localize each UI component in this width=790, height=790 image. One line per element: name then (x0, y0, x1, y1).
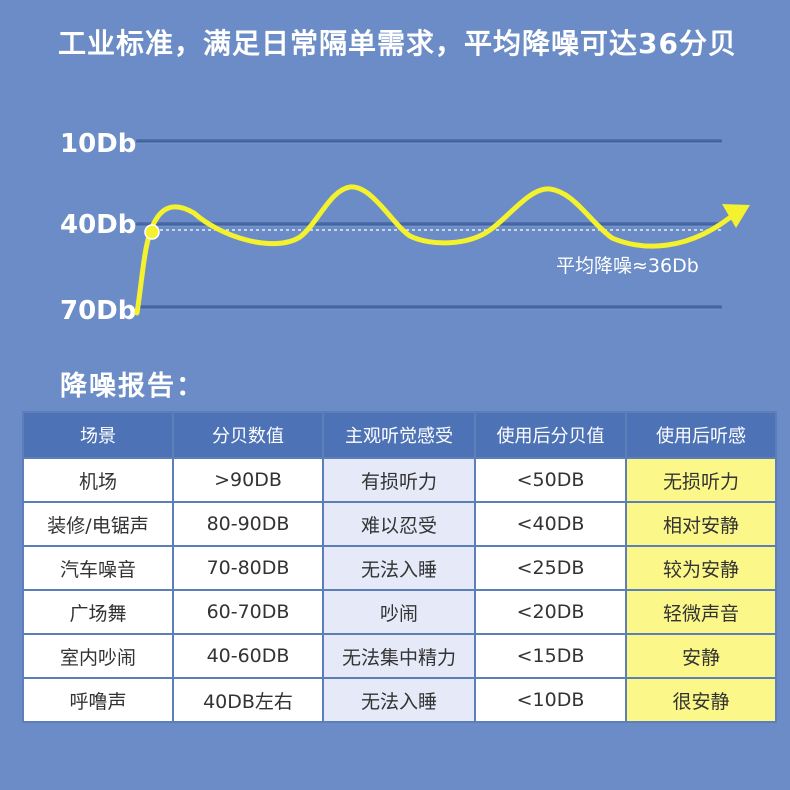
cell-decibel: 80-90DB (172, 501, 324, 547)
table-row: 机场 >90DB 有损听力 <50DB 无损听力 (22, 457, 777, 503)
table-row: 装修/电锯声 80-90DB 难以忍受 <40DB 相对安静 (22, 501, 777, 547)
cell-subjective-feeling: 难以忍受 (322, 501, 476, 547)
cell-decibel: >90DB (172, 457, 324, 503)
cell-scene: 呼噜声 (22, 677, 174, 723)
average-label: 平均降噪≈36Db (556, 255, 699, 277)
cell-scene: 汽车噪音 (22, 545, 174, 591)
cell-subjective-feeling: 吵闹 (322, 589, 476, 635)
cell-decibel-after: <15DB (474, 633, 627, 679)
noise-reduction-graph: 10Db 40Db 70Db 平均降噪≈36Db (60, 129, 750, 326)
cell-scene: 室内吵闹 (22, 633, 174, 679)
level-label-10db: 10Db (60, 129, 136, 159)
table-header-row: 场景 分贝数值 主观听觉感受 使用后分贝值 使用后听感 (22, 411, 777, 459)
level-label-70db: 70Db (60, 296, 136, 326)
cell-decibel: 40DB左右 (172, 677, 324, 723)
table-row: 汽车噪音 70-80DB 无法入睡 <25DB 较为安静 (22, 545, 777, 591)
header-subjective-feeling: 主观听觉感受 (322, 411, 476, 459)
level-line-10db (136, 139, 722, 144)
cell-subjective-feeling: 无法集中精力 (322, 633, 476, 679)
header-decibel-after: 使用后分贝值 (474, 411, 627, 459)
cell-decibel-after: <10DB (474, 677, 627, 723)
cell-subjective-feeling: 有损听力 (322, 457, 476, 503)
cell-subjective-feeling: 无法入睡 (322, 545, 476, 591)
cell-decibel: 40-60DB (172, 633, 324, 679)
cell-decibel-after: <25DB (474, 545, 627, 591)
header-decibel: 分贝数值 (172, 411, 324, 459)
cell-scene: 装修/电锯声 (22, 501, 174, 547)
report-title: 降噪报告： (60, 371, 205, 402)
cell-feeling-after: 很安静 (625, 677, 777, 723)
table-row: 呼噜声 40DB左右 无法入睡 <10DB 很安静 (22, 677, 777, 723)
cell-decibel: 70-80DB (172, 545, 324, 591)
noise-curve (134, 184, 741, 316)
curve-arrow-icon (722, 204, 750, 228)
cell-feeling-after: 无损听力 (625, 457, 777, 503)
cell-subjective-feeling: 无法入睡 (322, 677, 476, 723)
table-row: 室内吵闹 40-60DB 无法集中精力 <15DB 安静 (22, 633, 777, 679)
cell-decibel-after: <20DB (474, 589, 627, 635)
level-line-70db (136, 305, 722, 310)
cell-scene: 广场舞 (22, 589, 174, 635)
level-line-40db (136, 222, 722, 227)
curve-start-dot (144, 224, 160, 240)
table-row: 广场舞 60-70DB 吵闹 <20DB 轻微声音 (22, 589, 777, 635)
cell-feeling-after: 安静 (625, 633, 777, 679)
cell-feeling-after: 轻微声音 (625, 589, 777, 635)
cell-feeling-after: 相对安静 (625, 501, 777, 547)
header-scene: 场景 (22, 411, 174, 459)
cell-decibel: 60-70DB (172, 589, 324, 635)
header-feeling-after: 使用后听感 (625, 411, 777, 459)
cell-decibel-after: <40DB (474, 501, 627, 547)
headline: 工业标准，满足日常隔单需求，平均降噪可达36分贝 (58, 27, 737, 60)
cell-feeling-after: 较为安静 (625, 545, 777, 591)
cell-decibel-after: <50DB (474, 457, 627, 503)
noise-report-table: 场景 分贝数值 主观听觉感受 使用后分贝值 使用后听感 机场 >90DB 有损听… (22, 411, 777, 723)
cell-scene: 机场 (22, 457, 174, 503)
level-label-40db: 40Db (60, 210, 136, 240)
